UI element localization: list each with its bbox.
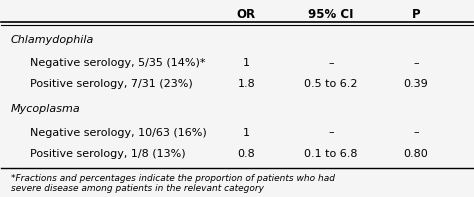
- Text: 0.8: 0.8: [237, 149, 255, 159]
- Text: 95% CI: 95% CI: [309, 8, 354, 21]
- Text: –: –: [328, 127, 334, 138]
- Text: –: –: [413, 58, 419, 68]
- Text: P: P: [412, 8, 420, 21]
- Text: *Fractions and percentages indicate the proportion of patients who had
severe di: *Fractions and percentages indicate the …: [11, 174, 335, 193]
- Text: 0.80: 0.80: [404, 149, 428, 159]
- Text: 1: 1: [243, 127, 250, 138]
- Text: Positive serology, 7/31 (23%): Positive serology, 7/31 (23%): [30, 79, 192, 89]
- Text: 0.1 to 6.8: 0.1 to 6.8: [304, 149, 358, 159]
- Text: 1: 1: [243, 58, 250, 68]
- Text: OR: OR: [237, 8, 256, 21]
- Text: 0.39: 0.39: [404, 79, 428, 89]
- Text: –: –: [328, 58, 334, 68]
- Text: 0.5 to 6.2: 0.5 to 6.2: [304, 79, 358, 89]
- Text: Positive serology, 1/8 (13%): Positive serology, 1/8 (13%): [30, 149, 185, 159]
- Text: 1.8: 1.8: [237, 79, 255, 89]
- Text: –: –: [413, 127, 419, 138]
- Text: Chlamydophila: Chlamydophila: [11, 35, 94, 45]
- Text: Negative serology, 10/63 (16%): Negative serology, 10/63 (16%): [30, 127, 206, 138]
- Text: Mycoplasma: Mycoplasma: [11, 104, 81, 114]
- Text: Negative serology, 5/35 (14%)*: Negative serology, 5/35 (14%)*: [30, 58, 205, 68]
